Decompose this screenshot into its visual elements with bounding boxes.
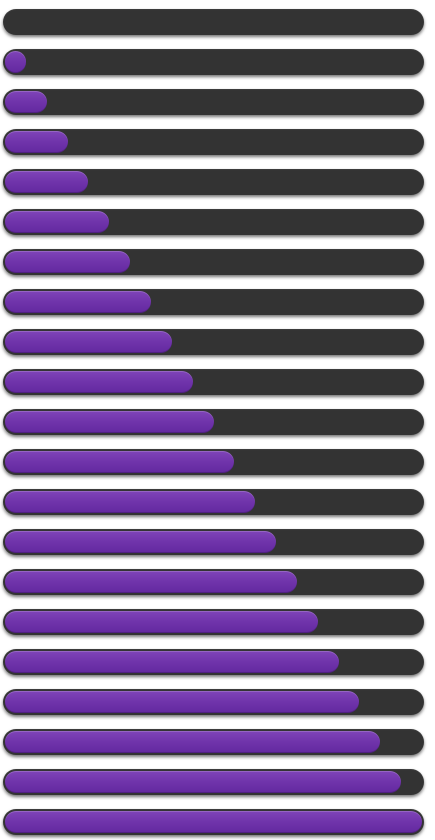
- progress-bar-fill: [5, 371, 193, 393]
- progress-bar-fill: [5, 691, 359, 713]
- progress-bar: [3, 289, 424, 315]
- progress-bar-fill: [5, 51, 26, 73]
- progress-bar: [3, 209, 424, 235]
- progress-bar-fill: [5, 91, 47, 113]
- progress-bar: [3, 649, 424, 675]
- progress-bar: [3, 129, 424, 155]
- progress-bar-fill: [5, 411, 214, 433]
- progress-bar: [3, 409, 424, 435]
- progress-bar-fill: [5, 451, 234, 473]
- progress-bar: [3, 49, 424, 75]
- progress-bar-fill: [5, 611, 318, 633]
- progress-bar-fill: [5, 171, 88, 193]
- progress-bar: [3, 89, 424, 115]
- progress-bar: [3, 569, 424, 595]
- progress-bar-fill: [5, 571, 297, 593]
- progress-bar: [3, 249, 424, 275]
- progress-bar-fill: [5, 491, 255, 513]
- progress-bar: [3, 369, 424, 395]
- progress-bar: [3, 689, 424, 715]
- progress-bar-fill: [5, 331, 172, 353]
- progress-bar-fill: [5, 731, 380, 753]
- progress-bar-fill: [5, 211, 109, 233]
- progress-bar: [3, 449, 424, 475]
- progress-bar-fill: [5, 811, 422, 833]
- progress-bar: [3, 809, 424, 835]
- progress-bar: [3, 489, 424, 515]
- progress-bar-fill: [5, 291, 151, 313]
- progress-bar-fill: [5, 531, 276, 553]
- progress-bar: [3, 9, 424, 35]
- progress-bar-fill: [5, 651, 339, 673]
- progress-bar: [3, 169, 424, 195]
- progress-bar-fill: [5, 131, 68, 153]
- progress-bar: [3, 769, 424, 795]
- progress-bar: [3, 529, 424, 555]
- progress-bar: [3, 729, 424, 755]
- progress-bar-fill: [5, 771, 401, 793]
- progress-bar: [3, 609, 424, 635]
- progress-bar-fill: [5, 251, 130, 273]
- progress-bar: [3, 329, 424, 355]
